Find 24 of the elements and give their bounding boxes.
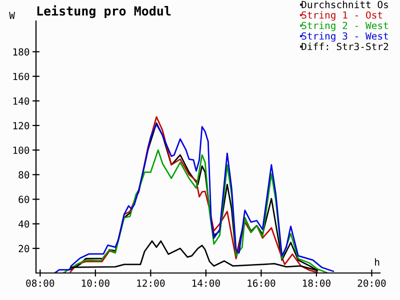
legend-label: Durchschnitt Os xyxy=(302,0,388,8)
y-tick-label: 180 xyxy=(13,48,30,56)
x-tick-label: 08:00 xyxy=(26,279,54,287)
y-tick-label: 20 xyxy=(18,244,30,252)
x-tick-label: 10:00 xyxy=(82,279,110,287)
y-tick-label: 60 xyxy=(18,196,30,204)
legend-label: String 2 - West xyxy=(302,22,388,32)
y-axis-title: W xyxy=(9,12,15,19)
x-tick-label: 18:00 xyxy=(302,279,330,287)
y-tick-label: 160 xyxy=(13,72,30,80)
legend-label: String 3 - West xyxy=(302,32,388,42)
y-tick-label: 40 xyxy=(18,220,30,228)
y-tick-label: 100 xyxy=(13,146,30,154)
y-tick-label: 80 xyxy=(18,171,30,179)
legend-label: String 1 - Ost xyxy=(302,11,382,21)
x-tick-label: 20:00 xyxy=(358,279,386,287)
chart-title: Leistung pro Modul xyxy=(37,5,171,18)
y-tick-label: 120 xyxy=(13,122,30,130)
x-tick-label: 14:00 xyxy=(192,279,220,287)
x-tick-label: 16:00 xyxy=(248,279,276,287)
y-tick-label: 140 xyxy=(13,97,30,105)
x-tick-label: 12:00 xyxy=(137,279,165,287)
x-axis-title: h xyxy=(375,258,380,266)
legend-label: Diff: Str3-Str2 xyxy=(302,42,388,50)
